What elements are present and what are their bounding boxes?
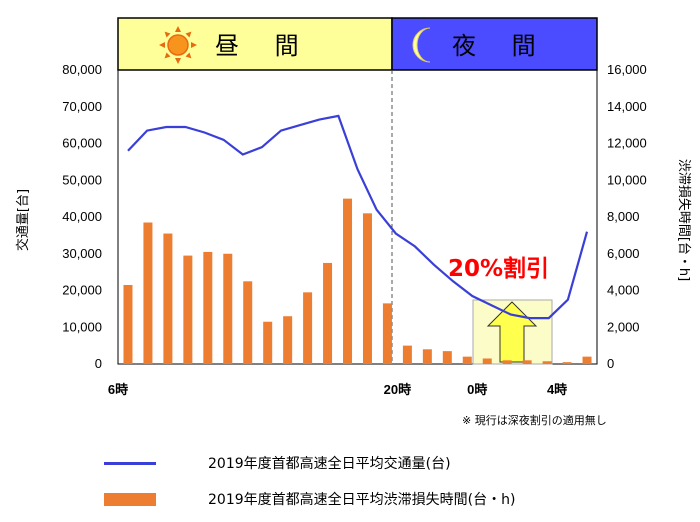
bar (323, 262, 333, 364)
bar (422, 349, 432, 364)
y-left-tick-label: 30,000 (62, 246, 102, 261)
bar (263, 321, 273, 364)
x-tick-label: 4時 (547, 382, 567, 397)
y-right-tick-label: 0 (607, 356, 614, 371)
y-left-tick-label: 70,000 (62, 99, 102, 114)
moon-icon (412, 27, 431, 63)
bar (482, 358, 492, 364)
note: ※ 現行は深夜割引の適用無し (462, 414, 607, 427)
y-right-tick-label: 10,000 (607, 172, 647, 187)
y-left-tick-label: 10,000 (62, 319, 102, 334)
bar (303, 292, 313, 364)
bar (522, 360, 532, 364)
bar (402, 345, 412, 364)
night-label: 夜 間 (452, 32, 550, 60)
x-ticks: 6時 20時 0時 4時 (108, 382, 567, 397)
legend-line-swatch (104, 461, 156, 465)
y-left-tick-label: 50,000 (62, 172, 102, 187)
legend-label-traffic: 2019年度首都高速全日平均交通量(台) (208, 456, 451, 472)
bar (183, 255, 193, 364)
bar (223, 253, 233, 364)
legend-label-congestion: 2019年度首都高速全日平均渋滞損失時間(台・h) (208, 492, 516, 508)
bar-series (123, 198, 592, 364)
y-right-tick-label: 6,000 (607, 246, 640, 261)
y-right-tick-label: 16,000 (607, 62, 647, 77)
y-right-tick-label: 14,000 (607, 99, 647, 114)
bar (462, 356, 472, 364)
y-right-tick-label: 12,000 (607, 136, 647, 151)
y-left-title: 交通量[台] (15, 189, 31, 251)
sun-icon (159, 26, 197, 64)
legend-bar-swatch (104, 492, 156, 506)
y-left-tick-label: 0 (95, 356, 102, 371)
bar (343, 198, 353, 364)
bar (163, 233, 173, 364)
bar (502, 360, 512, 364)
line-series-traffic (127, 114, 589, 320)
bar (243, 281, 253, 364)
y-left-tick-label: 60,000 (62, 136, 102, 151)
bar (123, 284, 133, 364)
legend: 2019年度首都高速全日平均交通量(台) 2019年度首都高速全日平均渋滞損失時… (100, 445, 660, 517)
y-left-tick-label: 80,000 (62, 62, 102, 77)
x-tick-label: 0時 (467, 382, 487, 397)
y-right-title: 渋滞損失時間[台・h] (676, 159, 691, 281)
y-right-tick-label: 4,000 (607, 283, 640, 298)
bar (562, 362, 572, 364)
discount-label: 20%割引 (448, 255, 549, 282)
y-right-tick-label: 2,000 (607, 319, 640, 334)
bar (582, 356, 592, 364)
bar (442, 351, 452, 364)
y-left-tick-label: 40,000 (62, 209, 102, 224)
bar (143, 222, 153, 364)
day-label: 昼 間 (215, 32, 313, 60)
bar (382, 303, 392, 364)
y-right-tick-label: 8,000 (607, 209, 640, 224)
bar (283, 316, 293, 364)
y-left-ticks: 80,000 70,000 60,000 50,000 40,000 30,000 20,0… (62, 62, 102, 371)
y-right-ticks: 16,000 14,000 12,000 10,000 8,000 6,000 4,000 2… (607, 62, 647, 371)
legend-item-congestion: 2019年度首都高速全日平均渋滞損失時間(台・h) (100, 481, 660, 517)
bar (362, 213, 372, 364)
y-left-tick-label: 20,000 (62, 283, 102, 298)
bar (542, 361, 552, 364)
plot-area (117, 69, 598, 365)
legend-item-traffic: 2019年度首都高速全日平均交通量(台) (100, 445, 660, 481)
bar (203, 251, 213, 364)
x-tick-label: 6時 (108, 382, 128, 397)
x-tick-label: 20時 (384, 382, 411, 397)
